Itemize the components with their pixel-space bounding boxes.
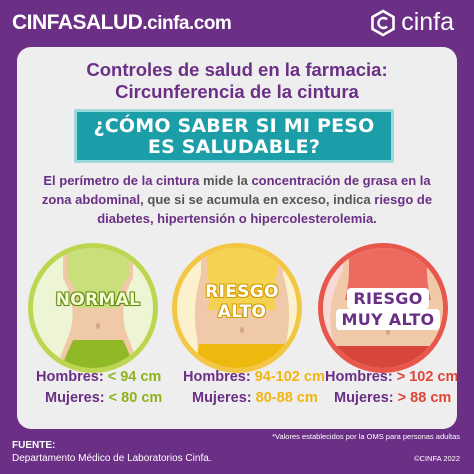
high-risk-label: RIESGO ALTO [172,282,312,322]
logo-text: cinfa [401,8,454,36]
source-text: Departamento Médico de Laboratorios Cinf… [12,453,212,464]
women-value: > 88 cm [397,390,452,406]
header: CINFASALUD.cinfa.com cinfa [0,0,474,48]
source-title: FUENTE: [12,440,56,451]
men-key: Hombres: [325,369,393,385]
description: El perímetro de la cintura mide la conce… [29,171,445,228]
high-risk-waist-illustration [172,243,302,373]
high-risk-label-line-2: ALTO [217,302,267,322]
very-high-risk-label-line-2: MUY ALTO [335,309,441,330]
cinfa-logo[interactable]: cinfa [370,8,454,37]
source: FUENTE: Departamento Médico de Laborator… [12,439,212,465]
men-value: < 94 cm [107,369,162,385]
women-value: < 80 cm [108,390,163,406]
women-key: Mujeres: [45,390,105,406]
desc-highlight-1: El perímetro de la cintura [43,173,200,188]
main-card: Controles de salud en la farmacia: Circu… [17,47,457,429]
high-risk-label-line-1: RIESGO [205,282,279,302]
banner-line-1: ¿CÓMO SABER SI MI PESO [93,115,375,137]
normal-values: Hombres: < 94 cm Mujeres: < 80 cm [36,367,162,409]
brand-bold: CINFASALUD [12,11,143,34]
question-banner: ¿CÓMO SABER SI MI PESO ES SALUDABLE? [74,109,394,163]
men-value: 94-102 cm [254,369,325,385]
brand-title[interactable]: CINFASALUD.cinfa.com [12,11,232,35]
normal-waist-illustration [28,243,158,373]
desc-text-1: mide la [199,173,252,188]
women-value: 80-88 cm [255,390,318,406]
oms-note: *Valores establecidos por la OMS para pe… [272,432,460,441]
brand-domain: .cinfa.com [142,13,232,34]
women-key: Mujeres: [192,390,252,406]
very-high-risk-values: Hombres: > 102 cm Mujeres: > 88 cm [325,367,457,409]
very-high-risk-label: RIESGO MUY ALTO [318,288,457,330]
page-title: Controles de salud en la farmacia: Circu… [17,59,457,103]
title-line-1: Controles de salud en la farmacia: [86,59,388,80]
men-value: > 102 cm [396,369,457,385]
title-line-2: Circunferencia de la cintura [115,81,359,102]
desc-text-2: , que si se acumula en exceso, indica [140,192,375,207]
men-key: Hombres: [36,369,104,385]
desc-highlight-3: riesgo de diabetes, hipertensión o hiper… [97,192,433,226]
men-key: Hombres: [183,369,251,385]
normal-label: NORMAL [55,290,141,310]
very-high-risk-label-line-1: RIESGO [347,288,429,309]
copyright: ©CINFA 2022 [414,454,460,463]
banner-line-2: ES SALUDABLE? [147,136,321,158]
hexagon-logo-icon [371,9,395,36]
high-risk-values: Hombres: 94-102 cm Mujeres: 80-88 cm [183,367,325,409]
desc-highlight-2: concentración de grasa en la zona abdomi… [41,173,431,207]
women-key: Mujeres: [334,390,394,406]
